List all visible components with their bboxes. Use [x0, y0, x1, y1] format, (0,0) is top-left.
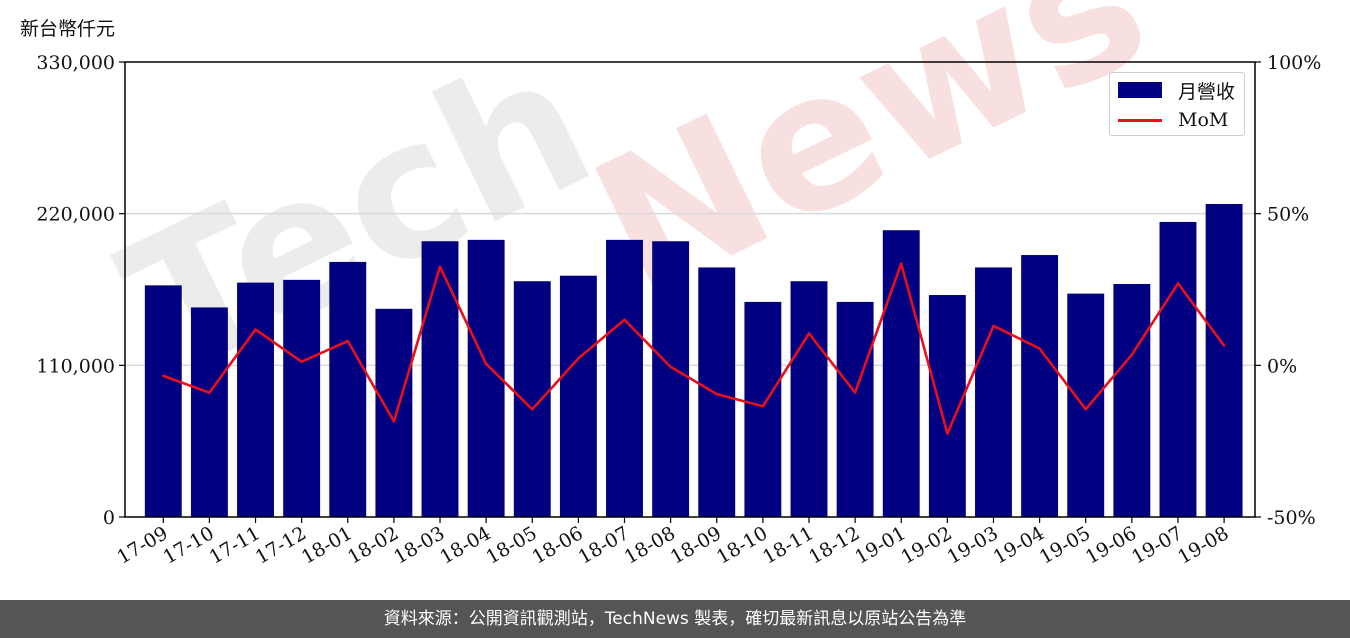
left-axis-ticks: 0 110,000 220,000 330,000 [36, 52, 125, 529]
legend-swatch-line [1118, 118, 1162, 122]
x-axis-ticks: 17-0917-1017-1117-1218-0118-0218-0318-04… [113, 517, 1233, 569]
x-tick-label-18-05: 18-05 [482, 522, 540, 568]
y-axis-unit-label: 新台幣仟元 [20, 18, 116, 40]
left-tick-label: 110,000 [36, 355, 115, 377]
x-tick-label-19-04: 19-04 [990, 522, 1048, 568]
left-tick-label: 0 [103, 507, 115, 529]
bar-19-01 [882, 230, 920, 517]
plot-frame [124, 61, 1256, 518]
mom-point-18-07 [623, 318, 626, 322]
mom-point-17-11 [254, 328, 257, 331]
mom-point-18-03 [438, 265, 442, 268]
bar-17-11 [237, 282, 274, 517]
mom-point-19-02 [946, 432, 949, 435]
x-tick-label-18-02: 18-02 [344, 522, 402, 568]
mom-point-19-03 [992, 324, 995, 328]
x-tick-label-17-10: 17-10 [159, 522, 217, 568]
legend-label-mom: MoM [1178, 109, 1229, 131]
x-tick-label-18-01: 18-01 [298, 522, 356, 568]
source-footer: 資料來源：公開資訊觀測站，TechNews 製表，確切最新訊息以原站公告為準 [0, 600, 1350, 638]
x-tick-label-19-03: 19-03 [944, 522, 1002, 568]
mom-point-17-09 [162, 374, 165, 378]
bar-18-02 [375, 308, 413, 517]
chart-area: Tech News 0 110,000 220,000 330,000 -50% 0% 50… [20, 0, 1321, 569]
mom-point-18-12 [853, 391, 857, 394]
x-tick-label-19-06: 19-06 [1082, 522, 1140, 568]
x-tick-label-18-09: 18-09 [667, 522, 725, 568]
mom-point-19-05 [1084, 408, 1087, 411]
mom-point-19-01 [900, 262, 903, 265]
mom-point-19-08 [1222, 344, 1226, 347]
bar-18-09 [698, 267, 736, 517]
x-tick-label-18-03: 18-03 [390, 522, 448, 568]
x-tick-label-17-12: 17-12 [252, 522, 310, 568]
x-tick-label-19-01: 19-01 [851, 522, 909, 568]
bar-17-10 [190, 307, 228, 517]
right-tick-label: 100% [1267, 52, 1321, 74]
bar-18-11 [790, 281, 828, 517]
mom-point-18-01 [346, 339, 349, 343]
mom-line-series [162, 262, 1226, 435]
x-tick-label-18-10: 18-10 [713, 522, 771, 568]
mom-point-18-06 [577, 357, 580, 360]
left-tick-label: 220,000 [36, 204, 115, 226]
bar-18-01 [329, 261, 367, 517]
bar-19-06 [1113, 283, 1151, 517]
x-tick-label-18-07: 18-07 [575, 522, 633, 568]
mom-point-19-06 [1130, 353, 1134, 356]
bar-18-07 [606, 239, 643, 517]
bar-19-03 [975, 267, 1012, 517]
right-tick-label: 0% [1267, 355, 1297, 377]
right-tick-label: 50% [1267, 204, 1309, 226]
bar-18-04 [467, 239, 505, 517]
x-tick-label-19-02: 19-02 [897, 522, 955, 568]
mom-point-19-07 [1176, 282, 1180, 285]
x-tick-label-18-04: 18-04 [436, 522, 494, 568]
x-tick-label-18-11: 18-11 [759, 522, 817, 568]
bar-18-10 [744, 301, 782, 517]
bar-17-12 [283, 279, 321, 517]
legend: 月營收 MoM [1109, 72, 1245, 136]
right-axis-ticks: -50% 0% 50% 100% [1255, 52, 1321, 529]
legend-item-revenue: 月營收 [1118, 78, 1236, 103]
bar-17-09 [144, 285, 182, 517]
bar-18-05 [513, 281, 551, 517]
bar-19-05 [1067, 293, 1105, 517]
legend-label-revenue: 月營收 [1178, 80, 1236, 103]
legend-item-mom: MoM [1118, 108, 1228, 132]
bar-series [144, 204, 1243, 518]
mom-point-19-04 [1038, 347, 1041, 350]
bar-19-04 [1021, 255, 1059, 517]
mom-point-18-02 [392, 420, 396, 423]
mom-point-18-11 [807, 332, 811, 335]
bar-19-07 [1159, 221, 1197, 517]
left-tick-label: 330,000 [36, 52, 115, 74]
right-tick-label: -50% [1267, 507, 1316, 529]
mom-point-18-10 [761, 405, 765, 408]
axes [124, 61, 1256, 518]
mom-point-18-04 [484, 362, 488, 366]
bar-18-12 [836, 301, 874, 517]
x-tick-label-19-07: 19-07 [1128, 522, 1186, 568]
bar-18-03 [421, 241, 459, 517]
x-tick-label-18-12: 18-12 [805, 522, 863, 568]
x-tick-label-17-11: 17-11 [206, 522, 264, 568]
mom-point-17-12 [300, 360, 303, 363]
x-tick-label-17-09: 17-09 [113, 522, 171, 568]
mom-line [162, 262, 1226, 435]
legend-swatch-bar [1118, 82, 1162, 98]
x-tick-label-18-08: 18-08 [621, 522, 679, 568]
x-tick-label-19-05: 19-05 [1036, 522, 1094, 568]
x-tick-label-18-06: 18-06 [528, 522, 586, 568]
bar-18-08 [652, 241, 690, 517]
bar-18-06 [559, 275, 597, 517]
mom-point-18-09 [715, 392, 718, 396]
x-tick-label-19-08: 19-08 [1174, 522, 1232, 568]
mom-point-18-05 [531, 408, 534, 411]
mom-point-18-08 [669, 365, 672, 369]
mom-point-17-10 [208, 391, 211, 394]
bar-19-08 [1205, 204, 1243, 518]
